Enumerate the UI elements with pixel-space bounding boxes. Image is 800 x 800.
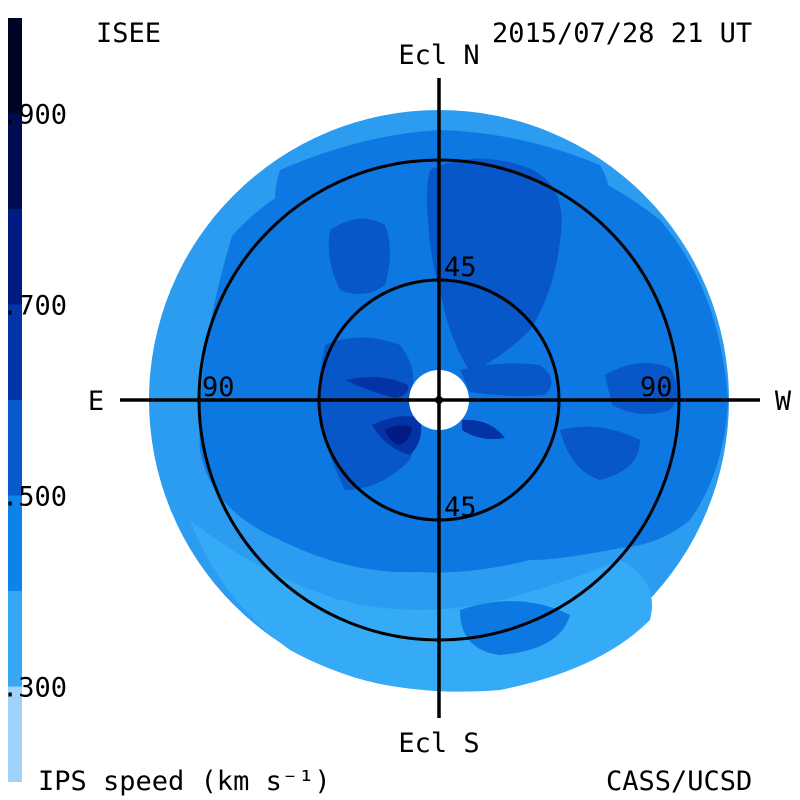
colorbar-level-200-300	[8, 686, 22, 782]
datetime-label: 2015/07/28 21 UT	[492, 18, 752, 49]
region-near-sun-fast-east	[345, 376, 409, 398]
colorbar-tick-300: .300	[2, 673, 67, 704]
colorbar-level-700-800	[8, 209, 22, 305]
colorbar-level-300-400	[8, 591, 22, 687]
colorbar-tick-500: .500	[2, 482, 67, 513]
compass-west-label: W	[775, 386, 792, 417]
credit-label: CASS/UCSD	[606, 766, 752, 797]
colorbar-tick-900: .900	[2, 100, 67, 131]
compass-north-label: Ecl N	[398, 40, 479, 71]
colorbar-level-900-1000	[8, 18, 22, 114]
colorbar-level-500-600	[8, 400, 22, 496]
quantity-label: IPS speed (km s⁻¹)	[38, 766, 331, 797]
region-slow-patch-south	[190, 520, 652, 692]
colorbar-level-800-900	[8, 113, 22, 209]
region-west-inner-lobe	[460, 363, 552, 396]
compass-east-label: E	[88, 386, 104, 417]
region-northwest-lobe	[328, 218, 390, 294]
region-near-sun-fast-west	[462, 419, 505, 439]
ring-label-45-top: 45	[444, 252, 477, 283]
colorbar-level-600-700	[8, 304, 22, 400]
ring-label-90-right: 90	[640, 372, 673, 403]
ring-label-45-bottom: 45	[444, 492, 477, 523]
region-southeast-spot	[385, 425, 412, 445]
region-east-fast-lobe	[319, 337, 415, 490]
colorbar-tick-700: .700	[2, 291, 67, 322]
region-southwest-lobe	[560, 426, 640, 480]
colorbar	[8, 18, 22, 782]
colorbar-level-400-500	[8, 495, 22, 591]
speed-map-disk	[120, 78, 760, 718]
colorbar-ticks: .900 .700 .500 .300	[2, 100, 67, 704]
compass-south-label: Ecl S	[398, 728, 479, 759]
ring-label-90-left: 90	[202, 372, 235, 403]
source-label: ISEE	[96, 18, 161, 49]
